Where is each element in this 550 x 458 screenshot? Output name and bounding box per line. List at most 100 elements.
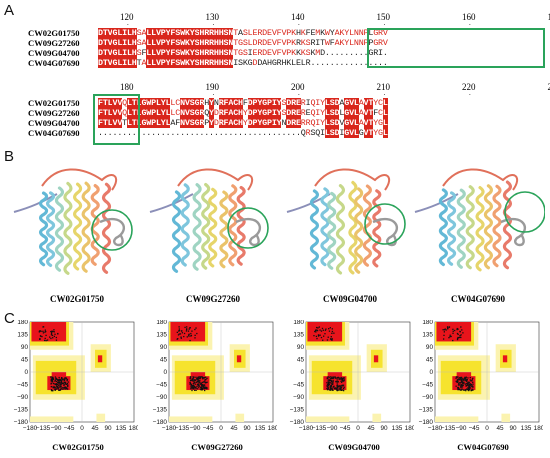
residue: L [324, 128, 330, 138]
residue: . [276, 128, 282, 138]
residue: Y [189, 48, 195, 58]
structure-label: CW09G27260 [186, 294, 240, 304]
residue: Y [160, 108, 166, 118]
y-tick-label: −135 [419, 407, 434, 414]
ruler-position-label: 130 [205, 12, 220, 22]
residue: D [98, 48, 103, 58]
residue: G [344, 98, 350, 108]
residue: . [286, 128, 292, 138]
residue: L [126, 98, 132, 108]
ruler-position-label: 120 [120, 12, 134, 22]
residue: E [266, 48, 272, 58]
residue: N [353, 38, 359, 48]
y-tick-label: −45 [17, 382, 28, 389]
residue: L [155, 118, 161, 128]
residue: Y [165, 28, 171, 38]
x-tick-label: −180 [428, 425, 443, 432]
residue: A [339, 98, 345, 108]
residue: H [199, 38, 205, 48]
residue: V [271, 48, 277, 58]
residue: K [295, 48, 301, 58]
residue: R [373, 48, 379, 58]
residue: T [368, 98, 374, 108]
residue: V [112, 108, 118, 118]
residue: G [194, 108, 200, 118]
residue: L [126, 118, 132, 128]
highlight-circle [227, 207, 269, 249]
y-tick-label: 180 [293, 320, 304, 326]
residue: . [349, 58, 354, 68]
residue: P [252, 118, 258, 128]
residue: G [358, 128, 364, 138]
residue: K [184, 58, 190, 68]
residue: Y [329, 28, 335, 38]
residue: L [126, 58, 132, 68]
residue: G [112, 48, 118, 58]
residue: D [262, 38, 267, 48]
residue: G [141, 108, 147, 118]
residue: L [247, 38, 253, 48]
residue: C [175, 108, 181, 118]
residue: S [329, 128, 335, 138]
residue: . [324, 48, 330, 58]
residue: C [233, 118, 239, 128]
residue: V [363, 98, 369, 108]
residue: H [213, 58, 219, 68]
ruler-tick-dot: . [298, 89, 300, 97]
residue: . [170, 128, 176, 138]
residue: Y [189, 58, 195, 68]
residue: R [204, 38, 210, 48]
y-tick-label: −180 [290, 419, 305, 426]
residue: . [262, 128, 267, 138]
y-tick-label: 135 [293, 332, 304, 339]
residue: P [286, 28, 292, 38]
residue: S [175, 48, 181, 58]
residue: V [117, 118, 123, 128]
residue: I [339, 128, 345, 138]
residue: R [257, 48, 263, 58]
sequence-name: CW04G07690 [28, 128, 80, 138]
residue: Y [276, 98, 282, 108]
residue: L [382, 128, 388, 138]
residue: R [300, 98, 306, 108]
residue: M [315, 48, 321, 58]
residue: Q [310, 108, 316, 118]
ramachandran-canvas: −180−135 −90 −45 0 45 90 135 18018013590450−45−… [14, 319, 140, 432]
residue: K [300, 28, 306, 38]
residue: L [353, 128, 359, 138]
residue: V [155, 58, 161, 68]
x-tick-label: 135 [521, 425, 532, 432]
ruler-tick-dot: . [212, 19, 215, 27]
residue: V [281, 28, 287, 38]
ribbon-model [13, 168, 133, 275]
x-tick-label: −135 [312, 425, 327, 432]
residue: A [358, 98, 364, 108]
ramachandran-plot-2: −180 −135 −90 −45 0 45 90 135 180 180 135 90 45 0 −45−… [147, 319, 279, 445]
y-tick-label: 45 [160, 357, 168, 364]
residue: I [233, 58, 239, 68]
ruler-tick-dot: . [127, 89, 129, 97]
residue: V [363, 118, 369, 128]
residue: Y [165, 48, 171, 58]
residue: . [291, 128, 296, 138]
residue: R [218, 108, 224, 118]
residue: . [160, 128, 166, 138]
residue: P [160, 48, 166, 58]
residue: L [126, 28, 132, 38]
residue: . [194, 128, 200, 138]
residue: V [155, 38, 161, 48]
residue: P [368, 38, 374, 48]
residue: K [300, 38, 306, 48]
residue: S [329, 98, 335, 108]
residue: I [305, 98, 311, 108]
residue: T [102, 108, 108, 118]
residue: F [98, 98, 103, 108]
x-tick-label: 0 [219, 425, 223, 432]
residue: K [339, 38, 345, 48]
residue: D [213, 118, 219, 128]
structure-label: CW09G04700 [323, 294, 377, 304]
residue: S [194, 28, 200, 38]
residue: S [223, 48, 229, 58]
residue: N [180, 98, 185, 108]
